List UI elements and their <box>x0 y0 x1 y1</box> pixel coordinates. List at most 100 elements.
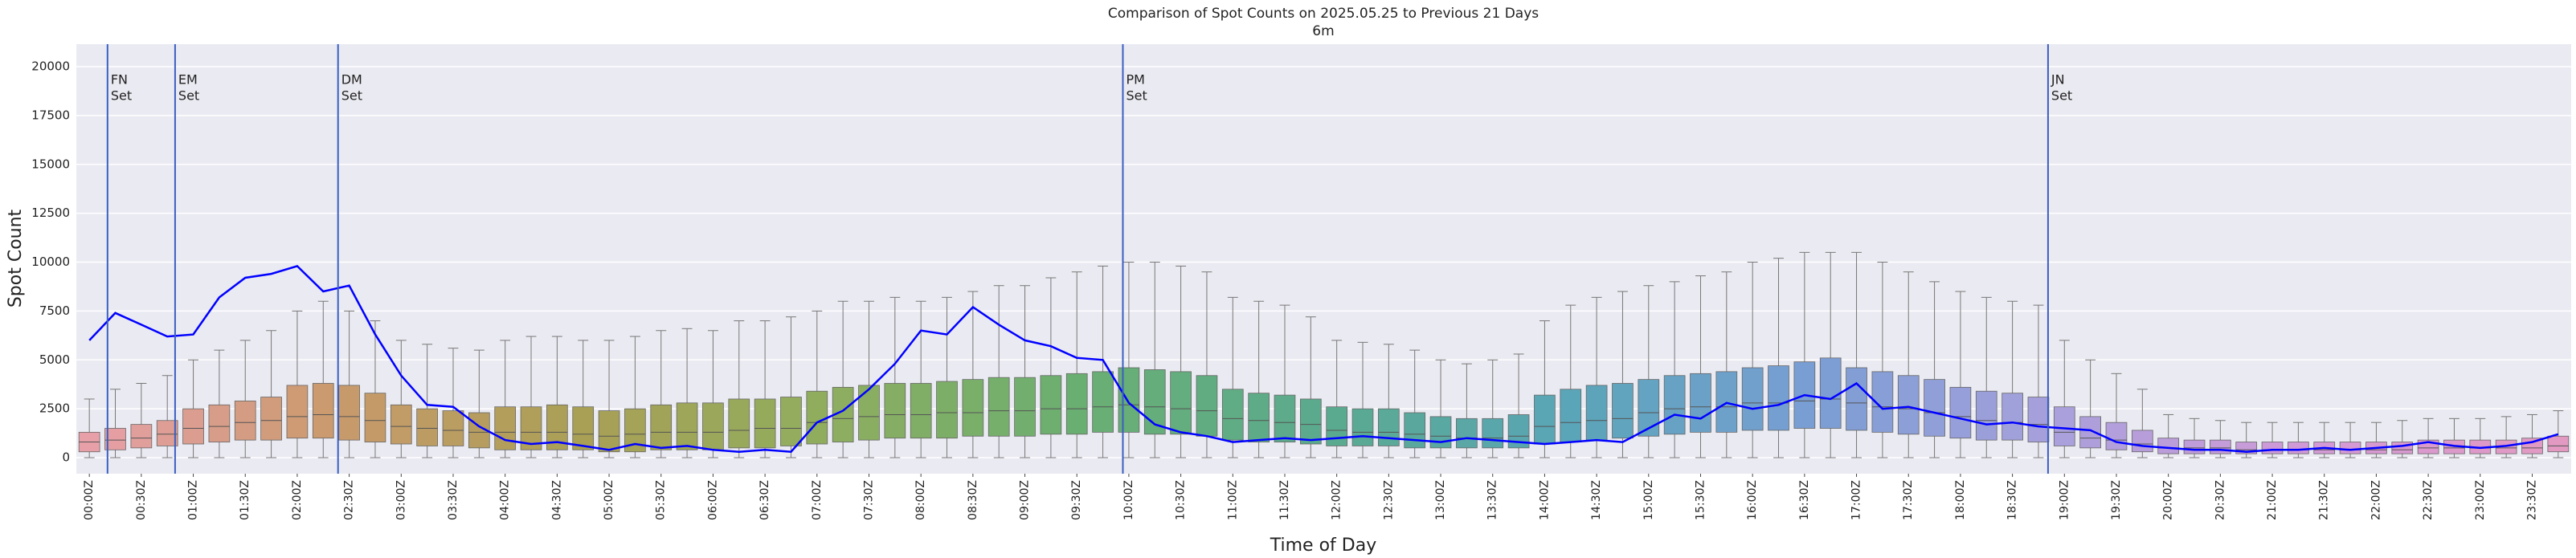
x-tick-label: 03:30Z <box>447 480 460 520</box>
box <box>2002 393 2023 441</box>
y-tick-label: 15000 <box>31 157 70 171</box>
box <box>1897 375 1920 435</box>
x-tick-label: 09:30Z <box>1070 480 1083 520</box>
box <box>858 385 880 441</box>
box <box>1534 394 1556 445</box>
x-tick-label: 09:00Z <box>1019 480 1032 520</box>
box <box>1585 385 1608 441</box>
x-tick-label: 02:00Z <box>291 480 304 520</box>
box <box>676 402 698 450</box>
x-tick-label: 19:00Z <box>2058 480 2071 520</box>
box <box>936 381 958 439</box>
box <box>104 428 126 450</box>
x-tick-label: 05:00Z <box>603 480 615 520</box>
box <box>1924 379 1945 437</box>
box <box>2157 438 2180 454</box>
box <box>1092 371 1114 433</box>
box <box>1612 383 1634 439</box>
box <box>338 385 360 441</box>
chart-subtitle: 6m <box>1312 23 1334 39</box>
x-tick-label: 06:00Z <box>706 480 719 520</box>
x-tick-label: 08:30Z <box>967 480 979 520</box>
y-tick-label: 7500 <box>39 303 70 318</box>
x-axis-label: Time of Day <box>1270 536 1376 556</box>
box <box>884 383 906 439</box>
box <box>1378 408 1400 446</box>
box <box>494 406 517 450</box>
box <box>390 404 412 445</box>
x-tick-label: 00:30Z <box>135 480 148 520</box>
box <box>1248 393 1270 442</box>
annotation-label: PM <box>1126 72 1144 88</box>
box <box>2288 442 2309 454</box>
annotation-label: JN <box>2051 72 2065 88</box>
x-tick-label: 12:00Z <box>1331 480 1343 520</box>
box <box>1949 386 1972 439</box>
x-tick-label: 15:00Z <box>1642 480 1655 520</box>
x-tick-label: 14:30Z <box>1590 480 1603 520</box>
y-tick-label: 0 <box>62 450 70 465</box>
x-tick-label: 03:00Z <box>395 480 407 520</box>
box <box>442 410 464 446</box>
box <box>987 377 1010 437</box>
box <box>182 408 204 445</box>
box <box>1482 417 1504 449</box>
x-tick-label: 00:00Z <box>83 480 96 520</box>
box <box>1299 398 1322 445</box>
x-tick-label: 23:00Z <box>2474 480 2487 520</box>
x-tick-label: 20:00Z <box>2162 480 2175 520</box>
x-tick-label: 05:30Z <box>655 480 668 520</box>
box <box>416 408 438 446</box>
annotation-label: Set <box>1126 88 1147 104</box>
box <box>286 385 309 439</box>
box <box>1170 371 1192 435</box>
x-tick-label: 04:00Z <box>499 480 512 520</box>
y-tick-label: 17500 <box>31 108 70 122</box>
box <box>1638 379 1660 437</box>
x-tick-label: 20:30Z <box>2214 480 2226 520</box>
x-tick-label: 21:00Z <box>2266 480 2279 520</box>
box <box>1351 408 1374 446</box>
box <box>1560 389 1582 442</box>
y-axis-label: Spot Count <box>6 209 26 308</box>
box <box>364 393 386 442</box>
y-tick-label: 2500 <box>39 401 70 416</box>
x-tick-label: 04:30Z <box>550 480 563 520</box>
x-tick-label: 02:30Z <box>343 480 356 520</box>
box <box>1040 375 1062 435</box>
box <box>598 410 620 453</box>
box <box>1456 417 1478 449</box>
x-tick-label: 23:30Z <box>2525 480 2538 520</box>
x-tick-label: 10:30Z <box>1175 480 1188 520</box>
x-tick-label: 21:30Z <box>2318 480 2331 520</box>
y-tick-label: 20000 <box>31 59 70 74</box>
x-tick-label: 22:00Z <box>2370 480 2382 520</box>
box <box>1118 367 1140 433</box>
box <box>962 379 984 437</box>
box <box>156 420 178 446</box>
x-tick-label: 12:30Z <box>1382 480 1395 520</box>
box <box>2183 439 2206 454</box>
x-tick-label: 17:30Z <box>1902 480 1915 520</box>
x-tick-label: 18:30Z <box>2006 480 2019 520</box>
box <box>2391 442 2414 454</box>
box <box>702 402 724 450</box>
x-tick-label: 18:00Z <box>1954 480 1967 520</box>
x-tick-label: 13:30Z <box>1486 480 1499 520</box>
box <box>1429 416 1452 449</box>
line-series <box>88 264 2559 453</box>
box <box>1221 389 1244 441</box>
annotation-label: Set <box>111 88 132 104</box>
box <box>1404 412 1426 449</box>
box <box>572 406 595 450</box>
box <box>2131 430 2153 453</box>
x-tick-label: 08:00Z <box>914 480 927 520</box>
x-tick-label: 19:30Z <box>2110 480 2123 520</box>
y-tick-label: 10000 <box>31 255 70 269</box>
y-tick-label: 5000 <box>39 352 70 367</box>
box <box>2027 397 2050 442</box>
x-tick-label: 06:30Z <box>758 480 771 520</box>
box <box>260 397 282 441</box>
box <box>1065 373 1088 435</box>
box <box>1768 365 1789 431</box>
